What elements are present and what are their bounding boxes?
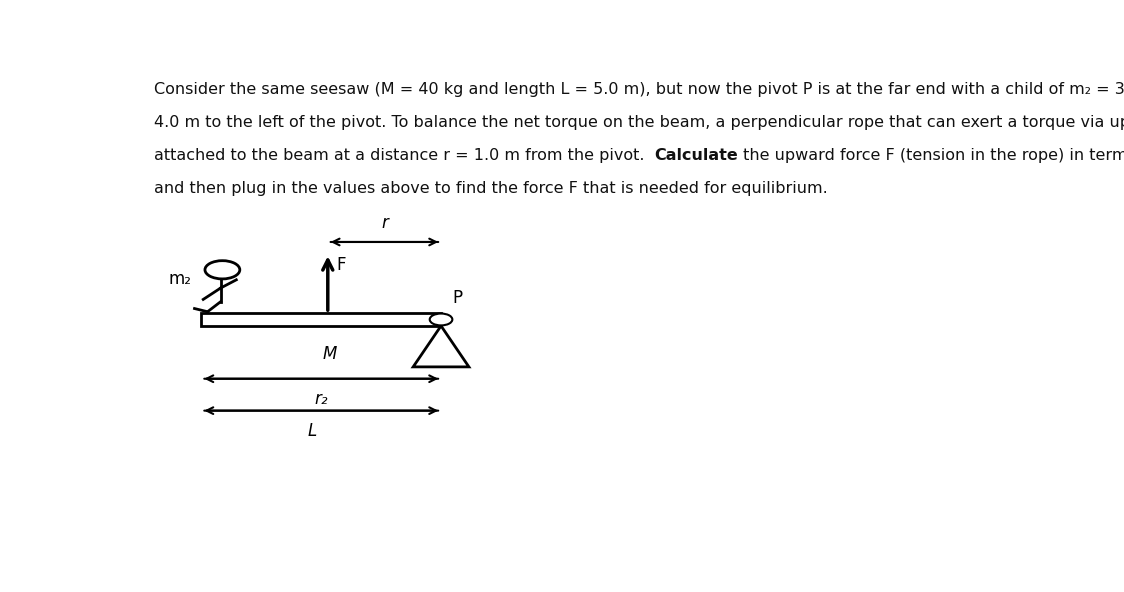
Text: m₂: m₂ <box>169 270 191 288</box>
Text: the upward force F (tension in the rope) in terms of M, m₂, r₂, r, L, and g,: the upward force F (tension in the rope)… <box>738 148 1124 163</box>
Text: and then plug in the values above to find the force F that is needed for equilib: and then plug in the values above to fin… <box>154 181 827 196</box>
Circle shape <box>429 314 452 326</box>
Text: Calculate: Calculate <box>654 148 738 163</box>
Text: 4.0 m to the left of the pivot. To balance the net torque on the beam, a perpend: 4.0 m to the left of the pivot. To balan… <box>154 115 1124 130</box>
Text: P: P <box>452 289 462 307</box>
Text: F: F <box>336 256 346 274</box>
Text: M: M <box>323 345 337 362</box>
Text: Consider the same seesaw (M = 40 kg and length L = 5.0 m), but now the pivot P i: Consider the same seesaw (M = 40 kg and … <box>154 82 1124 98</box>
Text: r₂: r₂ <box>315 390 328 408</box>
Text: r: r <box>381 214 388 232</box>
Text: L: L <box>308 422 317 440</box>
FancyBboxPatch shape <box>201 313 441 326</box>
Text: attached to the beam at a distance r = 1.0 m from the pivot.: attached to the beam at a distance r = 1… <box>154 148 654 163</box>
